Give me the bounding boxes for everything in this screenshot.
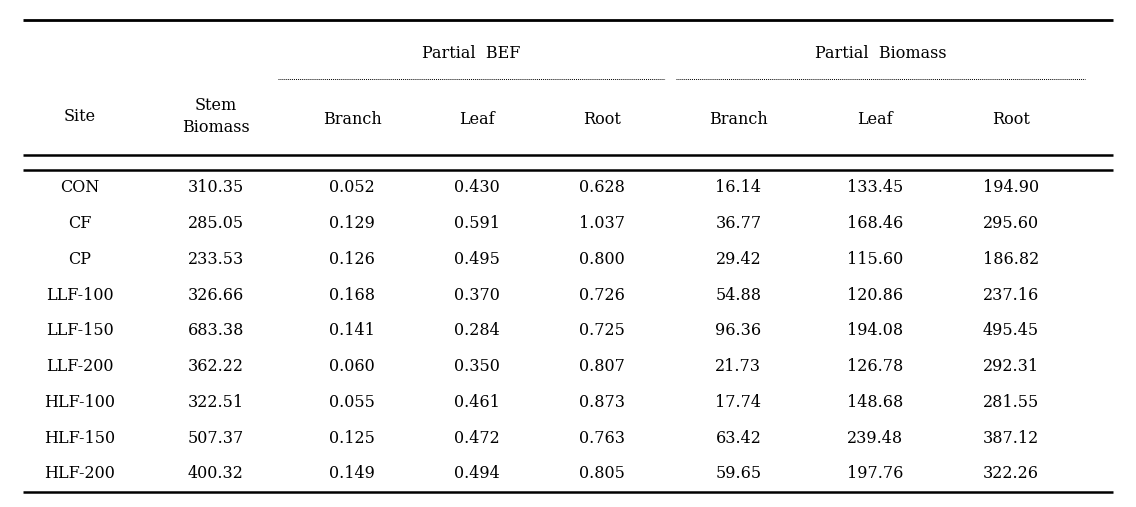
Text: 21.73: 21.73 bbox=[716, 358, 761, 375]
Text: 120.86: 120.86 bbox=[846, 286, 903, 304]
Text: 285.05: 285.05 bbox=[187, 215, 244, 232]
Text: Leaf: Leaf bbox=[459, 111, 495, 128]
Text: Partial  Biomass: Partial Biomass bbox=[815, 45, 946, 62]
Text: 281.55: 281.55 bbox=[983, 394, 1039, 411]
Text: 0.060: 0.060 bbox=[329, 358, 375, 375]
Text: 17.74: 17.74 bbox=[716, 394, 761, 411]
Text: 115.60: 115.60 bbox=[846, 251, 903, 268]
Text: 0.725: 0.725 bbox=[579, 322, 625, 339]
Text: 54.88: 54.88 bbox=[716, 286, 761, 304]
Text: LLF-100: LLF-100 bbox=[45, 286, 114, 304]
Text: 96.36: 96.36 bbox=[716, 322, 761, 339]
Text: 133.45: 133.45 bbox=[846, 179, 903, 196]
Text: 322.26: 322.26 bbox=[983, 465, 1039, 482]
Text: 0.807: 0.807 bbox=[579, 358, 625, 375]
Text: Partial  BEF: Partial BEF bbox=[423, 45, 520, 62]
Text: 29.42: 29.42 bbox=[716, 251, 761, 268]
Text: 194.90: 194.90 bbox=[983, 179, 1039, 196]
Text: 148.68: 148.68 bbox=[846, 394, 903, 411]
Text: 0.350: 0.350 bbox=[454, 358, 500, 375]
Text: 0.370: 0.370 bbox=[454, 286, 500, 304]
Text: 0.055: 0.055 bbox=[329, 394, 375, 411]
Text: 186.82: 186.82 bbox=[983, 251, 1039, 268]
Text: 168.46: 168.46 bbox=[846, 215, 903, 232]
Text: 0.628: 0.628 bbox=[579, 179, 625, 196]
Text: 233.53: 233.53 bbox=[187, 251, 244, 268]
Text: 387.12: 387.12 bbox=[983, 429, 1039, 447]
Text: 0.052: 0.052 bbox=[329, 179, 375, 196]
Text: 0.495: 0.495 bbox=[454, 251, 500, 268]
Text: 126.78: 126.78 bbox=[846, 358, 903, 375]
Text: 400.32: 400.32 bbox=[187, 465, 244, 482]
Text: HLF-150: HLF-150 bbox=[44, 429, 115, 447]
Text: 326.66: 326.66 bbox=[187, 286, 244, 304]
Text: 59.65: 59.65 bbox=[716, 465, 761, 482]
Text: 507.37: 507.37 bbox=[187, 429, 244, 447]
Text: 0.125: 0.125 bbox=[329, 429, 375, 447]
Text: 0.591: 0.591 bbox=[454, 215, 500, 232]
Text: 194.08: 194.08 bbox=[846, 322, 903, 339]
Text: 0.873: 0.873 bbox=[579, 394, 625, 411]
Text: LLF-150: LLF-150 bbox=[45, 322, 114, 339]
Text: 310.35: 310.35 bbox=[187, 179, 244, 196]
Text: Root: Root bbox=[583, 111, 621, 128]
Text: Leaf: Leaf bbox=[857, 111, 893, 128]
Text: 36.77: 36.77 bbox=[716, 215, 761, 232]
Text: 0.472: 0.472 bbox=[454, 429, 500, 447]
Text: 495.45: 495.45 bbox=[983, 322, 1039, 339]
Text: 0.129: 0.129 bbox=[329, 215, 375, 232]
Text: 0.461: 0.461 bbox=[454, 394, 500, 411]
Text: CF: CF bbox=[68, 215, 91, 232]
Text: 0.494: 0.494 bbox=[454, 465, 500, 482]
Text: 322.51: 322.51 bbox=[187, 394, 244, 411]
Text: 292.31: 292.31 bbox=[983, 358, 1039, 375]
Text: 0.284: 0.284 bbox=[454, 322, 500, 339]
Text: 0.149: 0.149 bbox=[329, 465, 375, 482]
Text: 0.763: 0.763 bbox=[579, 429, 625, 447]
Text: 362.22: 362.22 bbox=[187, 358, 244, 375]
Text: Branch: Branch bbox=[323, 111, 382, 128]
Text: 1.037: 1.037 bbox=[579, 215, 625, 232]
Text: 295.60: 295.60 bbox=[983, 215, 1039, 232]
Text: HLF-200: HLF-200 bbox=[44, 465, 115, 482]
Text: 16.14: 16.14 bbox=[716, 179, 761, 196]
Text: 0.168: 0.168 bbox=[329, 286, 375, 304]
Text: 239.48: 239.48 bbox=[846, 429, 903, 447]
Text: 0.430: 0.430 bbox=[454, 179, 500, 196]
Text: HLF-100: HLF-100 bbox=[44, 394, 115, 411]
Text: Root: Root bbox=[992, 111, 1030, 128]
Text: 0.726: 0.726 bbox=[579, 286, 625, 304]
Text: 0.141: 0.141 bbox=[329, 322, 375, 339]
Text: 0.805: 0.805 bbox=[579, 465, 625, 482]
Text: 683.38: 683.38 bbox=[187, 322, 244, 339]
Text: Site: Site bbox=[64, 108, 95, 125]
Text: Stem
Biomass: Stem Biomass bbox=[182, 97, 250, 136]
Text: 63.42: 63.42 bbox=[716, 429, 761, 447]
Text: CP: CP bbox=[68, 251, 91, 268]
Text: CON: CON bbox=[60, 179, 99, 196]
Text: LLF-200: LLF-200 bbox=[45, 358, 114, 375]
Text: 0.800: 0.800 bbox=[579, 251, 625, 268]
Text: 197.76: 197.76 bbox=[846, 465, 903, 482]
Text: 237.16: 237.16 bbox=[983, 286, 1039, 304]
Text: Branch: Branch bbox=[709, 111, 768, 128]
Text: 0.126: 0.126 bbox=[329, 251, 375, 268]
